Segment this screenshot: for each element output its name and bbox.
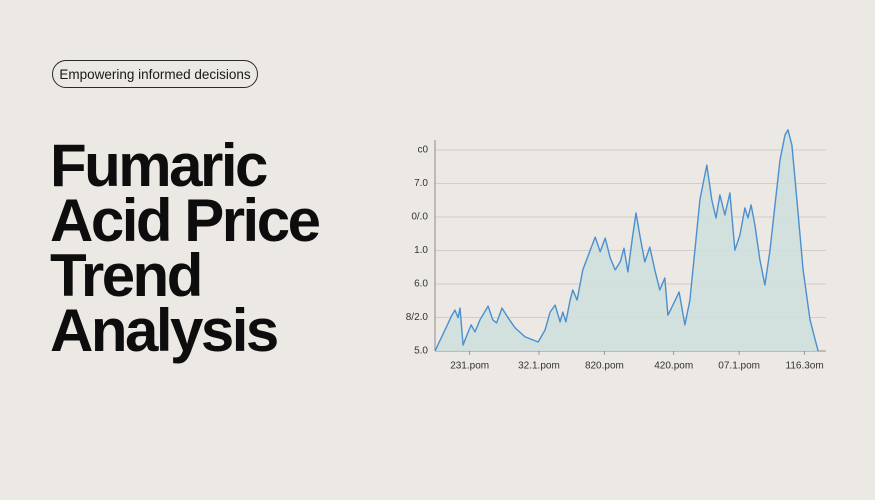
tagline-badge: Empowering informed decisions [52,60,258,88]
x-tick-label: 07.1.pom [718,361,760,372]
y-tick-label: 8/2.0 [406,312,429,323]
area-fill [435,129,819,351]
y-tick-label: 7.0 [414,178,428,189]
x-tick-label: 116.3om [786,361,824,372]
y-tick-label: 5.0 [414,346,428,357]
y-tick-label: c0 [417,145,428,156]
x-tick-label: 231.pom [450,361,489,372]
y-tick-label: 0/.0 [411,212,428,223]
x-tick-label: 32.1.pom [518,361,560,372]
x-tick-label: 420.pom [654,361,693,372]
headline-line: Fumaric [50,132,268,199]
price-line [434,129,819,352]
headline-line: Analysis [50,297,279,364]
y-tick-label: 6.0 [414,279,428,290]
headline: Fumaric Acid Price Trend Analysis [50,132,321,364]
x-tick-label: 820.pom [585,361,624,372]
headline-line: Acid Price [50,187,321,254]
y-tick-label: 1.0 [414,245,428,256]
headline-line: Trend [50,242,203,309]
